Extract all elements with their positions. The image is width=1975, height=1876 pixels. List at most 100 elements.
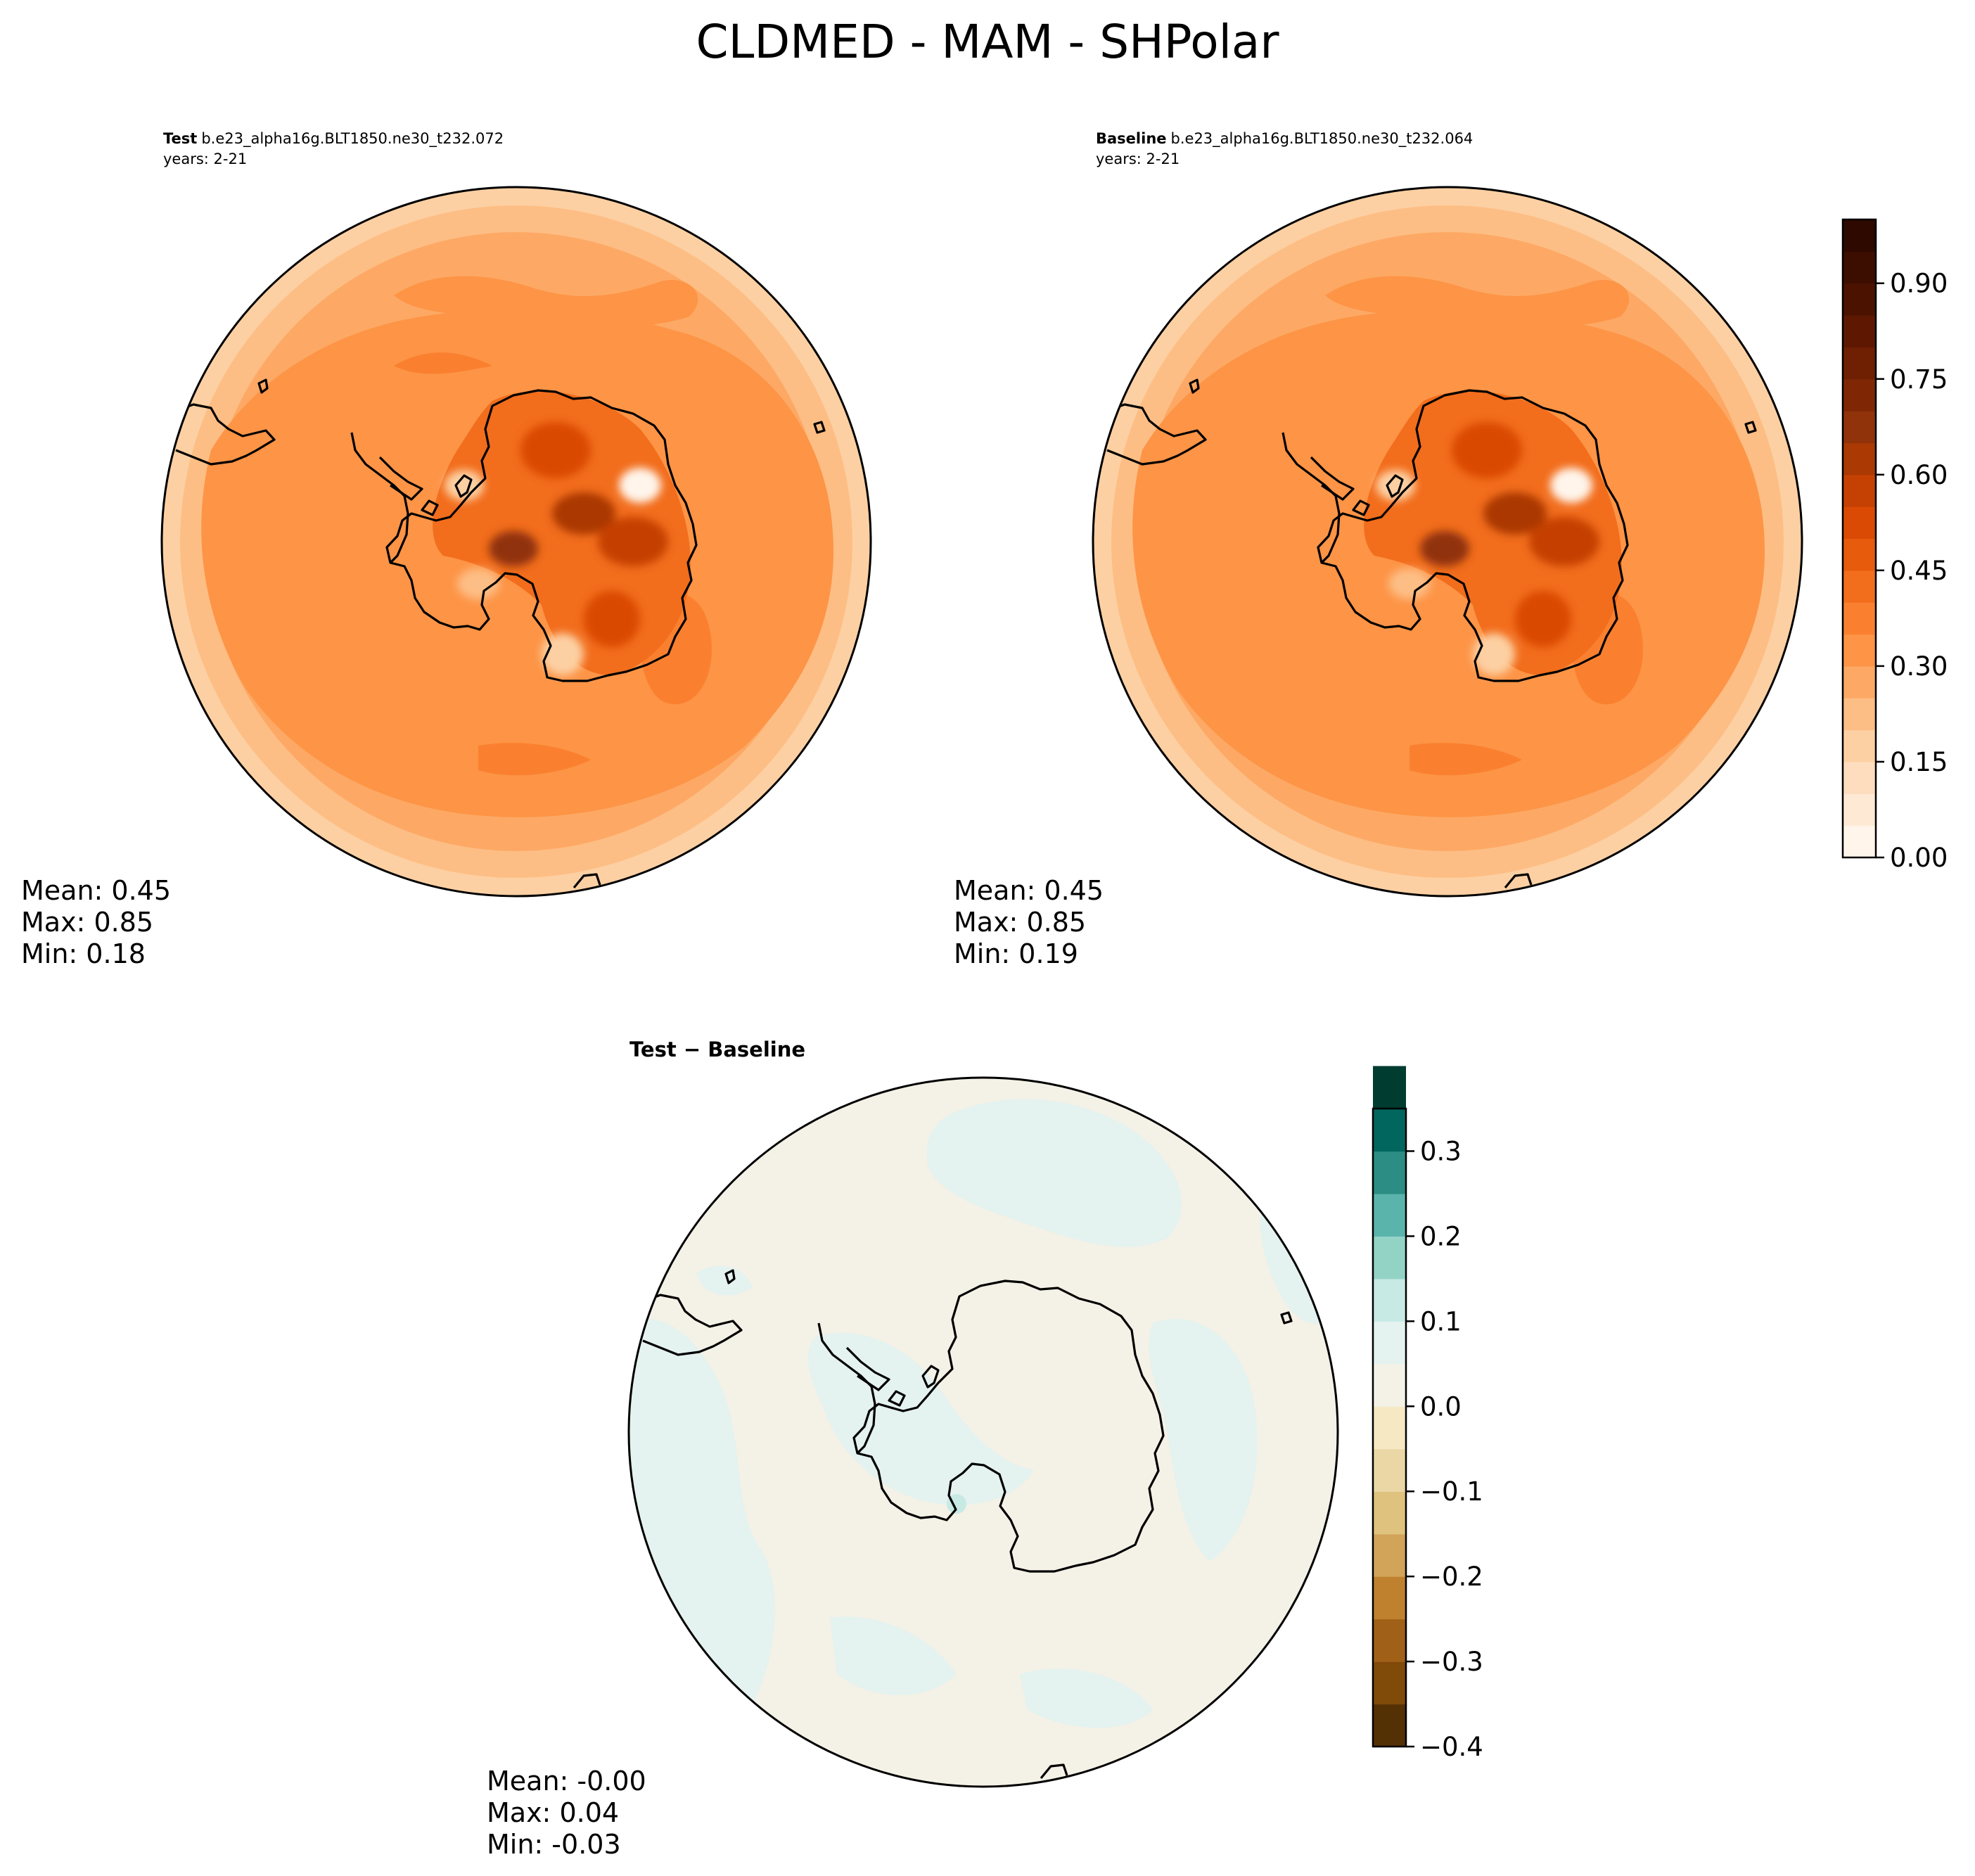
difference-map-boundary [627,1076,1339,1788]
main-colorbar-color-bin-18 [1843,251,1876,284]
south-america-coastline [641,1294,743,1356]
ocean-patch-south [1410,743,1522,776]
islet [888,1390,906,1407]
coastal-min-3 [1388,568,1431,599]
baseline-case: b.e23_alpha16g.BLT1850.ne30_t232.064 [1171,130,1474,148]
main-colorbar-color-bin-7 [1843,602,1876,635]
main-colorbar-color-bin-3 [1843,729,1876,762]
ice-shelf-island [921,1365,940,1389]
difference-max: Max: 0.04 [487,1797,619,1828]
main-colorbar-frame [1841,218,1877,859]
main-colorbar-color-bin-6 [1843,634,1876,667]
antarctica-coastline [1317,389,1629,682]
new-zealand-tip [573,873,601,889]
main-colorbar-color-bin-2 [1843,761,1876,794]
peak-east-4 [1515,591,1571,647]
diff-colorbar-color-bin-7 [1373,1406,1406,1450]
diff-patch-east [1149,1318,1258,1562]
main-colorbar-color-bin-15 [1843,347,1876,380]
diff-colorbar-tick-label-5: 0.1 [1420,1306,1462,1336]
main-colorbar: 0.00 0.15 0.30 0.45 0.60 0.75 0.90 [1841,218,1948,873]
new-zealand-tip [1504,873,1533,889]
antarctica-coastline [852,1280,1165,1573]
coastal-min-4 [1376,470,1415,501]
main-colorbar-color-bin-5 [1843,665,1876,698]
peninsula-inner [378,456,423,501]
diff-colorbar-color-bin-0 [1373,1704,1406,1747]
diff-colorbar-tick-label-1: −0.3 [1420,1647,1483,1677]
coastal-min-3 [457,568,499,599]
peak-east-2 [1483,492,1547,535]
main-colorbar-color-bin-10 [1843,506,1876,540]
diff-colorbar-color-bin-1 [1373,1661,1406,1705]
baseline-max: Max: 0.85 [954,907,1086,938]
diff-colorbar-color-bin-11 [1373,1236,1406,1280]
islet [421,499,439,516]
difference-colorbar: −0.4 −0.3 −0.2 −0.1 0.0 0.1 0.2 0.3 [1372,1066,1483,1762]
ocean-patch-north [1325,276,1630,328]
main-colorbar-color-bin-11 [1843,474,1876,507]
diff-colorbar-tick-label-3: −0.1 [1420,1476,1483,1507]
baseline-header: Baseline b.e23_alpha16g.BLT1850.ne30_t232… [1096,130,1473,148]
coastal-min-1 [1550,468,1592,503]
baseline-years: years: 2-21 [1096,151,1180,167]
test-label: Test [163,130,197,147]
test-max: Max: 0.85 [21,907,153,938]
peak-east-3 [598,517,668,566]
panel-difference: Test − Baseline [487,1038,1339,1860]
peninsula-inner [1310,456,1355,501]
main-colorbar-tick-label-6: 0.90 [1890,269,1948,299]
ice-shelf-island [454,474,473,498]
antarctica-coastline [385,389,698,682]
panel-baseline: Baseline b.e23_alpha16g.BLT1850.ne30_t232… [954,130,1803,969]
ocean-patch-south [478,743,591,776]
diff-colorbar-color-bin-15 [1373,1066,1406,1109]
main-colorbar-color-bin-13 [1843,411,1876,444]
baseline-min: Min: 0.19 [954,938,1078,969]
main-colorbar-color-bin-19 [1843,219,1876,252]
diff-colorbar-tick-label-6: 0.2 [1420,1221,1462,1251]
falklands [257,378,269,394]
antarctica-detail [1376,422,1599,675]
ice-shelf-island [1386,474,1404,498]
difference-mean: Mean: -0.00 [487,1766,646,1797]
diff-patch-south [830,1616,957,1695]
difference-map [629,1078,1338,1787]
main-colorbar-color-bin-8 [1843,570,1876,603]
coastal-min-2 [542,633,584,675]
baseline-mean: Mean: 0.45 [954,875,1104,906]
peak-east-4 [584,591,640,647]
difference-min: Min: -0.03 [487,1829,621,1860]
diff-colorbar-color-bin-5 [1373,1491,1406,1535]
coastal-min-1 [619,468,661,503]
main-colorbar-tick-label-4: 0.60 [1890,460,1948,490]
diff-colorbar-color-bin-13 [1373,1151,1406,1194]
panel-test: Test b.e23_alpha16g.BLT1850.ne30_t232.072… [21,130,872,969]
ocean-patch-north [394,276,698,328]
main-colorbar-tick-label-3: 0.45 [1890,556,1948,586]
antarctica-detail [445,422,668,675]
main-colorbar-tick-label-5: 0.75 [1890,364,1948,395]
baseline-map [1093,187,1802,896]
diff-colorbar-frame [1372,1107,1407,1748]
diff-colorbar-tick-label-7: 0.3 [1420,1136,1462,1166]
main-colorbar-color-bin-16 [1843,315,1876,347]
figure-title: CLDMED - MAM - SHPolar [696,15,1280,69]
test-mean: Mean: 0.45 [21,875,171,906]
peak-max [489,531,538,566]
diff-patch-south-east [1020,1668,1153,1728]
ocean-patch-nw [394,352,492,374]
main-colorbar-color-bin-14 [1843,378,1876,411]
main-colorbar-color-bin-1 [1843,793,1876,827]
diff-patch-nw [696,1265,753,1296]
baseline-label: Baseline [1096,130,1167,147]
main-colorbar-tick-label-1: 0.15 [1890,747,1948,777]
diff-colorbar-color-bin-4 [1373,1533,1406,1577]
diff-colorbar-color-bin-9 [1373,1321,1406,1365]
falklands [724,1269,736,1284]
main-colorbar-color-bin-12 [1843,442,1876,476]
test-header: Test b.e23_alpha16g.BLT1850.ne30_t232.072 [163,130,504,148]
baseline-map-boundary [1092,186,1803,898]
peak-east-2 [552,492,615,535]
